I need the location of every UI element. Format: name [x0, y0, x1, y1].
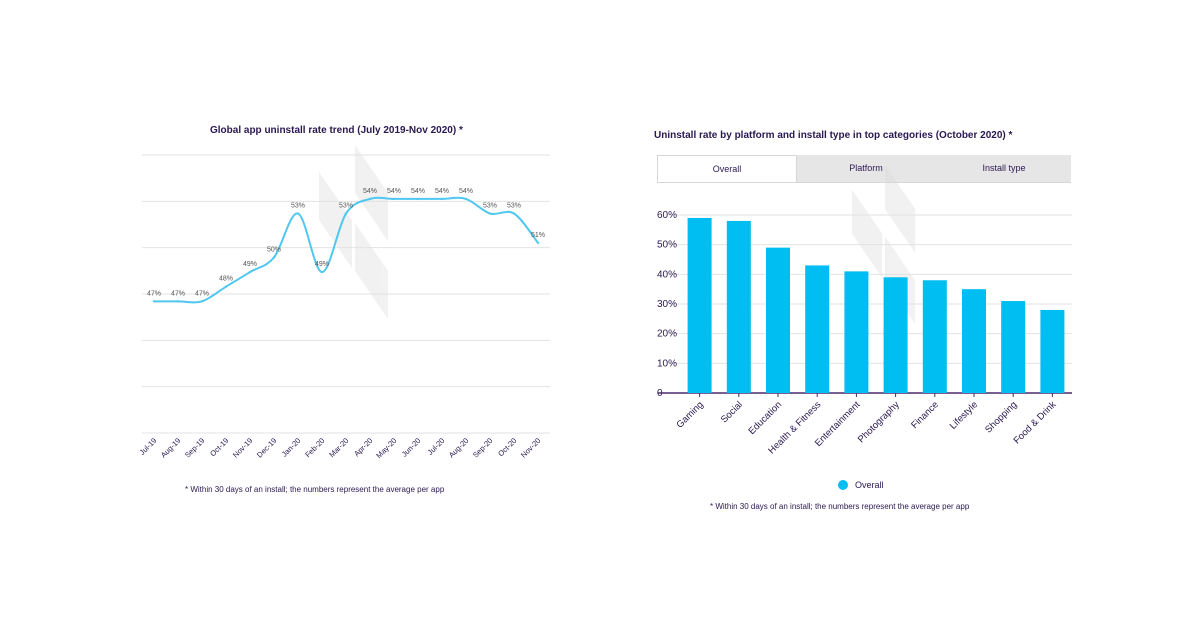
trend-x-tick-label: Jun-20 [400, 436, 423, 459]
x-tick-label: Education [746, 399, 784, 437]
trend-x-tick-label: May-20 [374, 436, 398, 460]
trend-data-label: 49% [243, 261, 257, 268]
bar-food-drink [1040, 309, 1065, 393]
trend-point [176, 300, 180, 303]
x-tick-label: Finance [909, 399, 941, 431]
trend-x-tick-label: Aug-20 [447, 436, 470, 459]
x-tick-label: Lifestyle [948, 399, 980, 431]
x-tick-label: Social [719, 399, 745, 425]
trend-point [464, 197, 468, 201]
trend-x-tick-label: Mar-20 [327, 436, 350, 459]
y-tick-label: 40% [657, 269, 677, 280]
tab-platform[interactable]: Platform [849, 163, 883, 173]
trend-data-label: 54% [459, 188, 473, 195]
trend-x-tick-label: Sep-20 [471, 436, 494, 459]
y-tick-label: 20% [657, 329, 677, 340]
tab-install-type[interactable]: Install type [982, 163, 1026, 173]
trend-data-label: 53% [483, 203, 497, 210]
trend-point [488, 212, 492, 215]
trend-footnote: * Within 30 days of an install; the numb… [185, 485, 445, 494]
y-tick-label: 60% [657, 210, 677, 221]
trend-data-label: 50% [267, 246, 281, 253]
category-footnote: * Within 30 days of an install; the numb… [710, 502, 970, 511]
trend-data-label: 47% [171, 290, 185, 297]
trend-x-tick-label: Aug-19 [159, 436, 182, 459]
trend-point [152, 300, 156, 303]
category-chart-title: Uninstall rate by platform and install t… [654, 130, 1013, 141]
trend-point [248, 270, 252, 274]
trend-x-tick-label: Sep-19 [183, 436, 206, 459]
trend-point [272, 256, 276, 259]
x-tick-label: Gaming [674, 399, 705, 430]
trend-x-tick-label: Oct-20 [496, 436, 518, 458]
bar-gaming [687, 217, 712, 393]
trend-x-tick-label: Dec-19 [255, 436, 278, 459]
x-tick-label: Food & Drink [1012, 399, 1059, 446]
trend-line-chart: 47% Jul-19 47% Aug-19 47% Sep-19 48% Oct-19 49% N… [138, 145, 550, 460]
bar-finance [922, 280, 947, 393]
chart-legend[interactable]: Overall [838, 480, 884, 490]
trend-point [224, 285, 228, 288]
trend-x-tick-label: Oct-19 [208, 436, 230, 458]
category-uninstall-panel: Uninstall rate by platform and install t… [640, 120, 1090, 530]
trend-x-tick-label: Apr-20 [352, 436, 374, 458]
trend-point [200, 300, 204, 303]
bar-shopping [1001, 301, 1026, 393]
y-tick-label: 50% [657, 240, 677, 251]
uninstall-trend-panel: Global app uninstall rate trend (July 20… [130, 115, 560, 515]
bar-lifestyle [962, 289, 986, 393]
trend-data-label: 54% [411, 188, 425, 195]
trend-x-tick-label: Nov-20 [519, 436, 542, 459]
bar-health-fitness [805, 265, 830, 393]
x-tick-label: Photography [856, 399, 902, 445]
trend-data-label: 49% [315, 261, 329, 268]
trend-point [440, 197, 444, 201]
trend-point [296, 212, 300, 215]
trend-watermark [319, 145, 388, 319]
trend-data-label: 53% [507, 203, 521, 210]
trend-point [320, 270, 324, 274]
category-bar-chart: 010%20%30%40%50%60%GamingSocialEducation… [657, 165, 1072, 456]
y-tick-label: 30% [657, 299, 677, 310]
trend-x-tick-label: Jan-20 [280, 436, 303, 459]
bar-entertainment [844, 271, 869, 393]
legend-label-overall: Overall [855, 480, 884, 490]
tab-overall[interactable]: Overall [657, 155, 797, 182]
view-tabs: Overall Platform Install type [657, 155, 1071, 183]
bar-photography [883, 277, 908, 393]
bar-social [726, 220, 751, 393]
trend-data-label: 54% [435, 188, 449, 195]
trend-data-label: 54% [363, 188, 377, 195]
trend-point [368, 197, 372, 201]
trend-data-label: 51% [531, 232, 545, 239]
trend-x-tick-label: Feb-20 [303, 436, 326, 459]
trend-data-label: 47% [147, 290, 161, 297]
trend-data-label: 54% [387, 188, 401, 195]
x-tick-label: Shopping [983, 399, 1019, 435]
y-tick-label: 10% [657, 358, 677, 369]
trend-chart-title: Global app uninstall rate trend (July 20… [210, 125, 463, 136]
trend-x-tick-label: Nov-19 [231, 436, 254, 459]
trend-data-label: 47% [195, 290, 209, 297]
legend-swatch-overall [838, 480, 848, 490]
trend-point [512, 212, 516, 215]
trend-point [392, 197, 396, 201]
trend-x-tick-label: Jul-20 [426, 436, 447, 457]
trend-point [344, 212, 348, 215]
trend-data-label: 53% [339, 203, 353, 210]
trend-data-label: 53% [291, 203, 305, 210]
trend-data-label: 48% [219, 276, 233, 283]
trend-point [536, 241, 540, 244]
trend-x-tick-label: Jul-19 [138, 436, 159, 457]
trend-point [416, 197, 420, 201]
bar-education [766, 247, 790, 393]
